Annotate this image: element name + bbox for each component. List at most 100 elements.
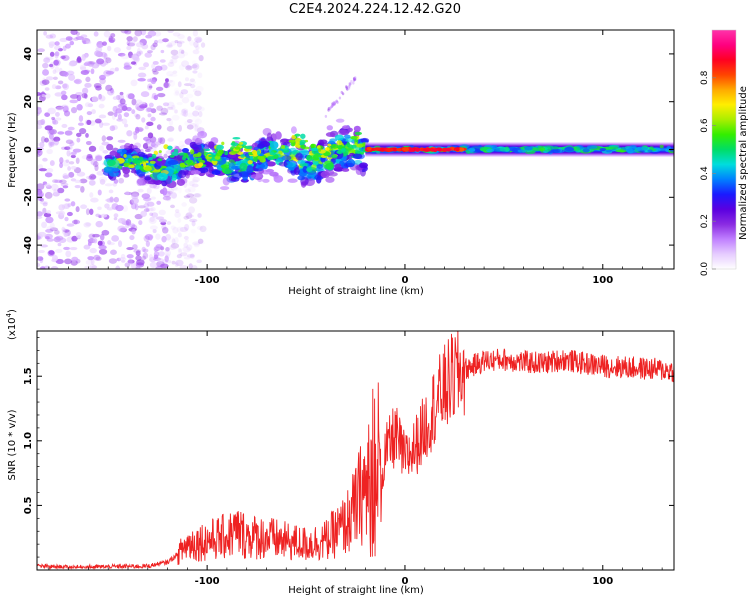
spectrogram-noise-cell bbox=[98, 93, 102, 100]
spectrogram-noise-cell bbox=[144, 52, 152, 58]
spectrogram-noise-cell bbox=[190, 229, 197, 234]
spectrogram-noise-cell bbox=[49, 133, 54, 140]
spectrogram-band-core-cell bbox=[148, 157, 153, 161]
spectrogram-y-tick-label: 20 bbox=[23, 95, 34, 109]
spectrogram-noise-cell bbox=[135, 250, 141, 257]
spectrogram-noise-cell bbox=[188, 206, 196, 214]
spectrogram-noise-cell bbox=[131, 202, 137, 210]
spectrogram-noise-cell bbox=[186, 181, 194, 187]
spectrogram-band-cell bbox=[257, 143, 265, 149]
spectrogram-noise-cell bbox=[83, 62, 90, 67]
spectrogram-noise-cell bbox=[49, 51, 55, 57]
spectrogram-noise-cell bbox=[83, 69, 91, 73]
spectrogram-band-cell bbox=[297, 175, 305, 181]
spectrogram-noise-cell bbox=[197, 106, 205, 112]
spectrogram-steady-band-cell bbox=[499, 147, 511, 152]
spectrogram-noise-cell bbox=[76, 103, 83, 111]
spectrogram-band-core-cell bbox=[169, 154, 175, 158]
spectrogram-noise-cell bbox=[85, 76, 91, 83]
spectrogram-x-tick-label: -100 bbox=[195, 275, 220, 286]
spectrogram-band-core-cell bbox=[134, 157, 139, 161]
spectrogram-noise-cell bbox=[74, 179, 82, 184]
spectrogram-noise-cell bbox=[166, 221, 172, 225]
spectrogram-noise-cell bbox=[89, 173, 97, 181]
spectrogram-band-core-cell bbox=[244, 145, 253, 150]
spectrogram-noise-cell bbox=[95, 256, 102, 261]
spectrogram-noise-cell bbox=[159, 137, 166, 145]
spectrogram-noise-cell bbox=[147, 30, 157, 37]
spectrogram-band-core-cell bbox=[134, 165, 140, 170]
spectrogram-noise-cell bbox=[37, 149, 43, 156]
spectrogram-noise-cell bbox=[55, 117, 62, 121]
spectrogram-noise-cell bbox=[133, 113, 139, 118]
spectrogram-noise-cell bbox=[191, 179, 199, 184]
spectrogram-noise-cell bbox=[40, 200, 49, 205]
spectrogram-x-tick-label: 0 bbox=[401, 275, 408, 286]
spectrogram-band-cell bbox=[194, 137, 203, 146]
spectrogram-band-cell bbox=[290, 126, 297, 134]
spectrogram-noise-cell bbox=[71, 256, 79, 262]
spectrogram-noise-cell bbox=[193, 41, 199, 48]
spectrogram-noise-cell bbox=[85, 140, 92, 146]
spectrogram-noise-cell bbox=[74, 78, 82, 85]
spectrogram-steady-band-cell bbox=[619, 149, 625, 153]
spectrogram-noise-cell bbox=[164, 249, 171, 257]
spectrogram-band-cell bbox=[106, 159, 116, 167]
spectrogram-y-label: Frequency (Hz) bbox=[7, 112, 18, 188]
spectrogram-noise-cell bbox=[186, 193, 195, 198]
spectrogram-noise-cell bbox=[176, 41, 183, 48]
spectrogram-noise-cell bbox=[91, 95, 99, 103]
spectrogram-band-cell bbox=[334, 134, 344, 141]
spectrogram-noise-cell bbox=[138, 128, 143, 132]
spectrogram-noise-cell bbox=[59, 37, 68, 43]
spectrogram-noise-cell bbox=[161, 235, 167, 243]
spectrogram-noise-cell bbox=[184, 223, 190, 231]
spectrogram-noise-cell bbox=[187, 186, 196, 193]
spectrogram-noise-cell bbox=[65, 43, 71, 49]
spectrogram-noise-cell bbox=[126, 254, 134, 259]
spectrogram-noise-cell bbox=[174, 39, 179, 44]
spectrogram-noise-cell bbox=[67, 145, 73, 150]
spectrogram-noise-cell bbox=[149, 261, 157, 268]
spectrogram-noise-cell bbox=[85, 259, 93, 265]
spectrogram-noise-cell bbox=[80, 34, 88, 39]
spectrogram-noise-cell bbox=[54, 85, 62, 90]
spectrogram-noise-cell bbox=[88, 179, 96, 186]
spectrogram-noise-cell bbox=[37, 215, 43, 219]
spectrogram-steady-band-cell bbox=[636, 146, 649, 151]
spectrogram-noise-cell bbox=[38, 191, 45, 197]
spectrogram-band-cell bbox=[321, 142, 329, 147]
spectrogram-band-core-cell bbox=[247, 160, 253, 165]
spectrogram-noise-cell bbox=[73, 219, 78, 225]
spectrogram-noise-cell bbox=[66, 223, 75, 227]
spectrogram-band-cell bbox=[306, 167, 313, 173]
spectrogram-steady-band-cell bbox=[626, 149, 633, 153]
spectrogram-noise-cell bbox=[52, 69, 57, 74]
spectrogram-noise-cell bbox=[58, 204, 65, 211]
spectrogram-noise-cell bbox=[143, 62, 150, 68]
spectrogram-streak-cell bbox=[354, 76, 357, 80]
spectrogram-noise-cell bbox=[65, 36, 73, 41]
spectrogram-noise-cell bbox=[48, 250, 55, 255]
spectrogram-noise-cell bbox=[194, 118, 203, 125]
spectrogram-noise-cell bbox=[143, 136, 151, 141]
spectrogram-noise-cell bbox=[99, 233, 105, 241]
spectrogram-band-core-cell bbox=[346, 141, 351, 148]
spectrogram-noise-cell bbox=[145, 107, 151, 113]
spectrogram-noise-cell bbox=[43, 57, 51, 64]
spectrogram-noise-cell bbox=[117, 52, 126, 57]
spectrogram-noise-cell bbox=[123, 112, 130, 118]
spectrogram-noise-cell bbox=[173, 91, 181, 97]
spectrogram-noise-cell bbox=[146, 187, 152, 195]
spectrogram-band-core-cell bbox=[158, 150, 162, 154]
spectrogram-noise-cell bbox=[177, 52, 186, 59]
spectrogram-noise-cell bbox=[189, 180, 195, 187]
spectrogram-noise-cell bbox=[54, 51, 60, 57]
spectrogram-noise-cell bbox=[194, 90, 202, 97]
spectrogram-noise-cell bbox=[170, 40, 177, 46]
spectrogram-noise-cell bbox=[98, 121, 104, 128]
spectrogram-noise-cell bbox=[113, 217, 118, 221]
spectrogram-noise-cell bbox=[135, 113, 141, 120]
spectrogram-steady-band-cell bbox=[486, 148, 495, 153]
